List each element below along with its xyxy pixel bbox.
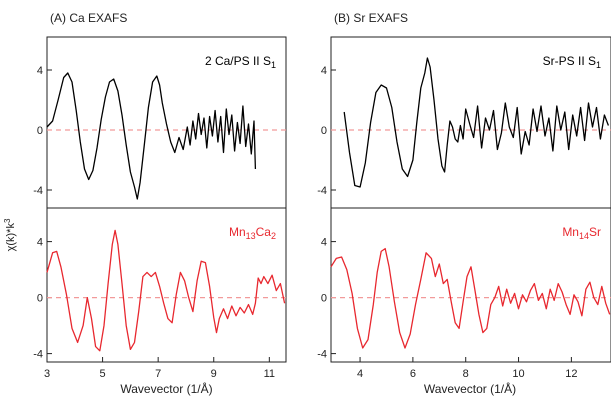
- y-tick-label: -4: [317, 185, 327, 197]
- y-tick-label: 0: [37, 293, 43, 305]
- x-tick-label: 3: [44, 368, 50, 380]
- x-tick-label: 5: [100, 368, 106, 380]
- x-tick-label: 12: [565, 368, 577, 380]
- x-tick-label: 10: [512, 368, 524, 380]
- y-tick-label: -4: [33, 349, 43, 361]
- bottom-series-line: [330, 247, 611, 349]
- panel-a-ca-exafs: (A) Ca EXAFS -4 0 4 2 Ca/PS II S1 -4 0 4 Mn13Ca…: [33, 11, 287, 396]
- x-tick-label: 4: [357, 368, 363, 380]
- y-axis-label: χ(k)*k3: [3, 218, 17, 251]
- top-sample-label: 2 Ca/PS II S1: [205, 54, 276, 70]
- x-tick-label: 9: [211, 368, 217, 380]
- x-axis-label: Wavevector (1/Å): [120, 381, 212, 396]
- y-tick-label: 0: [321, 293, 327, 305]
- y-tick-label: 4: [37, 237, 43, 249]
- x-tick-label: 6: [410, 368, 416, 380]
- y-tick-label: -4: [33, 185, 43, 197]
- x-tick-label: 11: [264, 368, 275, 380]
- y-tick-label: 4: [37, 65, 43, 77]
- panel-frame: [46, 36, 287, 363]
- panel-b-sr-exafs: (B) Sr EXAFS -4 0 4 Sr-PS II S1 -4 0 4 Mn14Sr 4 6…: [317, 11, 611, 396]
- top-series-line: [46, 72, 257, 200]
- y-tick-label: 0: [321, 125, 327, 137]
- panel-b-title: (B) Sr EXAFS: [334, 11, 408, 25]
- bottom-series-line: [46, 229, 286, 352]
- y-tick-label: 0: [37, 125, 43, 137]
- panel-frame: [330, 36, 611, 363]
- panel-a-title: (A) Ca EXAFS: [50, 11, 127, 25]
- top-series-line: [343, 57, 610, 188]
- x-tick-label: 8: [463, 368, 469, 380]
- y-tick-label: 4: [321, 65, 327, 77]
- bottom-sample-label: Mn14Sr: [562, 225, 601, 241]
- x-axis-label: Wavevector (1/Å): [424, 381, 516, 396]
- top-sample-label: Sr-PS II S1: [543, 54, 601, 70]
- x-tick-label: 7: [155, 368, 161, 380]
- y-tick-label: 4: [321, 237, 327, 249]
- y-tick-label: -4: [317, 349, 327, 361]
- bottom-sample-label: Mn13Ca2: [229, 225, 276, 241]
